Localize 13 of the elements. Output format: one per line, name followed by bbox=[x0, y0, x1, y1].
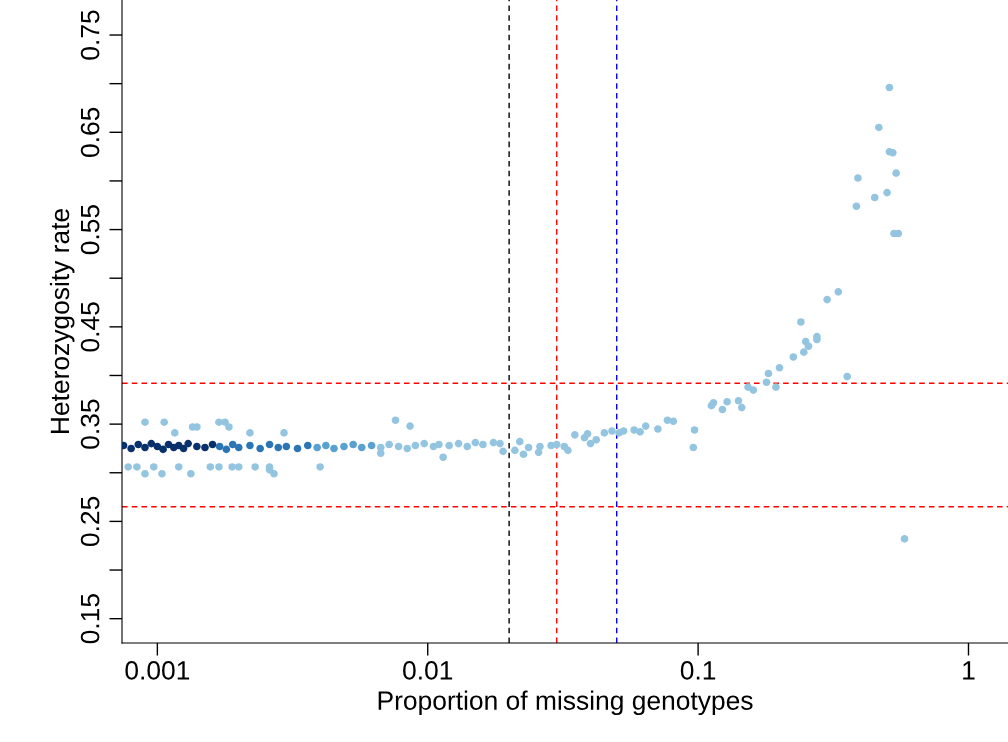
y-tick-label: 0.45 bbox=[80, 302, 100, 352]
x-tick-label: 0.001 bbox=[125, 661, 190, 680]
y-tick-label: 0.35 bbox=[80, 399, 100, 449]
x-tick-label: 0.1 bbox=[680, 661, 716, 680]
y-tick-label: 0.25 bbox=[80, 496, 100, 547]
x-tick-label: 0.01 bbox=[403, 661, 453, 680]
y-axis-title: Heterozygosity rate bbox=[49, 209, 75, 433]
y-tick-label: 0.15 bbox=[80, 594, 100, 644]
y-tick-label: 0.75 bbox=[80, 10, 100, 60]
y-tick-label: 0.55 bbox=[80, 205, 100, 255]
x-axis-title: Proportion of missing genotypes bbox=[378, 690, 753, 716]
x-tick-label: 1 bbox=[963, 661, 975, 680]
y-tick-label: 0.65 bbox=[80, 107, 100, 157]
